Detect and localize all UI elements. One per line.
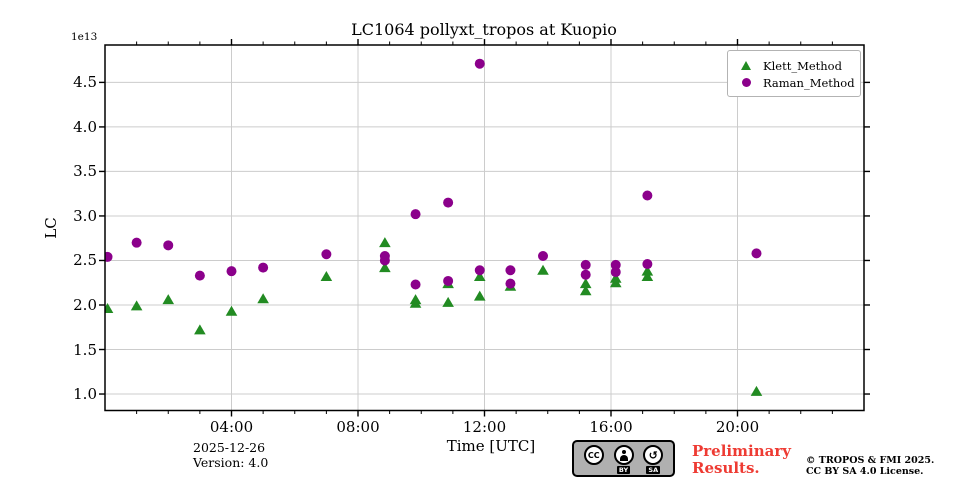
version-label: Version: 4.0 xyxy=(193,455,269,470)
legend-item-raman: Raman_Method xyxy=(734,74,855,91)
by-label: BY xyxy=(616,466,631,474)
date-label: 2025-12-26 xyxy=(193,440,266,455)
cc-by-column: BY xyxy=(613,445,634,474)
cc-by-sa-badge: CC BY ↺ SA xyxy=(572,440,675,477)
legend: Klett_Method Raman_Method xyxy=(727,50,861,97)
x-tick-label: 12:00 xyxy=(462,417,507,436)
y-tick-label: 1.0 xyxy=(73,385,97,404)
share-alike-icon: ↺ xyxy=(643,445,664,465)
x-tick-label: 16:00 xyxy=(589,417,633,436)
y-tick-label: 2.0 xyxy=(73,295,97,314)
copyright-line1: © TROPOS & FMI 2025. xyxy=(806,455,935,466)
y-tick-label: 2.5 xyxy=(73,251,97,270)
y-tick-label: 3.5 xyxy=(73,162,97,181)
date-version-block: 2025-12-26 Version: 4.0 xyxy=(193,440,268,470)
x-tick-label: 20:00 xyxy=(715,417,760,436)
x-axis-label: Time [UTC] xyxy=(446,437,536,455)
y-axis-offset-label: 1e13 xyxy=(71,31,98,43)
preliminary-line1: Preliminary xyxy=(692,442,791,460)
copyright-note: © TROPOS & FMI 2025. CC BY SA 4.0 Licens… xyxy=(806,455,934,477)
chart-title: LC1064 pollyxt_tropos at Kuopio xyxy=(351,20,617,39)
copyright-line2: CC BY SA 4.0 License. xyxy=(806,466,924,477)
cc-sa-column: ↺ SA xyxy=(643,445,664,474)
preliminary-note: Preliminary Results. xyxy=(692,443,791,476)
cc-logo-column: CC xyxy=(583,445,604,465)
legend-label-raman: Raman_Method xyxy=(763,75,855,90)
person-by-icon xyxy=(613,445,634,465)
cc-icon: CC xyxy=(583,445,604,465)
sa-label: SA xyxy=(646,466,661,474)
circle-marker-icon xyxy=(734,78,758,87)
x-tick-label: 04:00 xyxy=(209,417,254,436)
legend-label-klett: Klett_Method xyxy=(763,58,842,73)
y-tick-label: 4.5 xyxy=(73,73,97,92)
y-tick-label: 1.5 xyxy=(73,340,97,359)
x-tick-label: 08:00 xyxy=(336,417,380,436)
y-tick-label: 4.0 xyxy=(73,117,97,136)
legend-item-klett: Klett_Method xyxy=(734,57,852,74)
preliminary-line2: Results. xyxy=(692,458,760,477)
triangle-marker-icon xyxy=(734,61,758,70)
y-tick-label: 3.0 xyxy=(73,206,97,225)
